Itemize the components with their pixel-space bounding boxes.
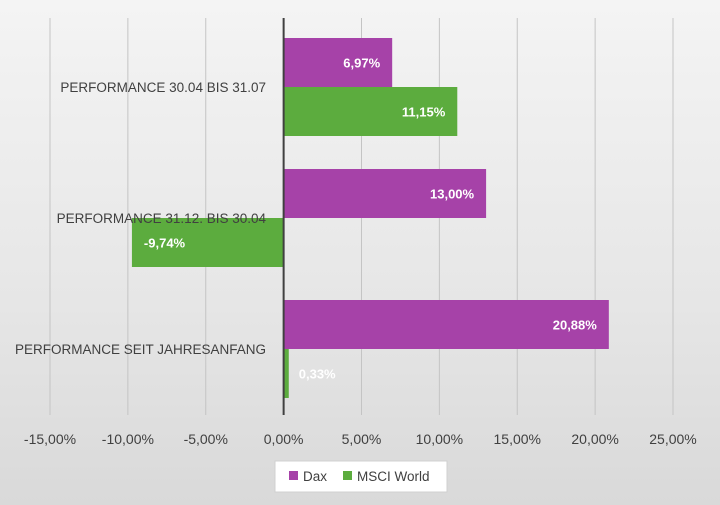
data-label: 6,97%	[343, 56, 380, 71]
x-tick-label: 15,00%	[494, 431, 541, 447]
bar	[283, 300, 609, 349]
legend-label: MSCI World	[357, 469, 430, 484]
x-tick-label: -10,00%	[102, 431, 154, 447]
category-label: PERFORMANCE SEIT JAHRESANFANG	[15, 342, 266, 357]
x-tick-label: 10,00%	[416, 431, 463, 447]
x-tick-label: -5,00%	[184, 431, 228, 447]
legend-swatch	[289, 471, 298, 480]
bar	[131, 218, 284, 267]
bar	[283, 87, 458, 136]
data-label: -9,74%	[144, 236, 186, 251]
bar	[283, 38, 393, 87]
x-tick-label: 25,00%	[649, 431, 696, 447]
legend-swatch	[343, 471, 352, 480]
x-tick-label: 5,00%	[342, 431, 382, 447]
data-label: 20,88%	[553, 318, 598, 333]
legend-box	[274, 460, 448, 493]
x-tick-label: 20,00%	[571, 431, 618, 447]
data-label: 0,33%	[299, 367, 336, 382]
x-tick-label: 0,00%	[264, 431, 304, 447]
bar	[283, 349, 289, 398]
category-label: PERFORMANCE 30.04 BIS 31.07	[60, 80, 266, 95]
category-label: PERFORMANCE 31.12. BIS 30.04	[57, 211, 267, 226]
legend-label: Dax	[303, 469, 327, 484]
bar	[283, 169, 487, 218]
x-tick-label: -15,00%	[24, 431, 76, 447]
data-label: 11,15%	[402, 105, 446, 120]
data-label: 13,00%	[430, 187, 475, 202]
